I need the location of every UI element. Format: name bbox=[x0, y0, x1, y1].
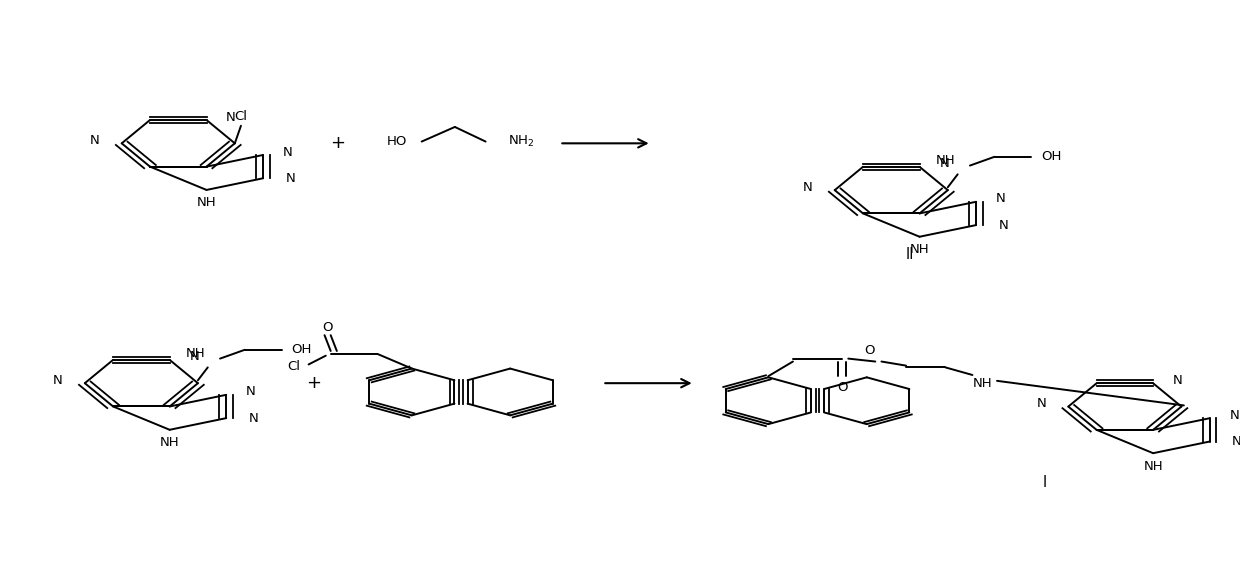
Text: N: N bbox=[285, 172, 295, 185]
Text: N: N bbox=[190, 350, 200, 363]
Text: I: I bbox=[1043, 475, 1047, 490]
Text: HO: HO bbox=[387, 135, 408, 148]
Text: OH: OH bbox=[291, 343, 311, 356]
Text: N: N bbox=[53, 374, 63, 387]
Text: II: II bbox=[905, 247, 914, 262]
Text: O: O bbox=[321, 321, 332, 333]
Text: N: N bbox=[246, 386, 255, 398]
Text: NH$_2$: NH$_2$ bbox=[507, 134, 534, 149]
Text: N: N bbox=[89, 134, 99, 147]
Text: NH: NH bbox=[935, 154, 955, 167]
Text: N: N bbox=[248, 412, 258, 425]
Text: NH: NH bbox=[972, 377, 992, 390]
Text: N: N bbox=[1231, 435, 1240, 448]
Text: +: + bbox=[331, 135, 346, 152]
Text: N: N bbox=[996, 192, 1006, 205]
Text: N: N bbox=[1037, 397, 1047, 410]
Text: NH: NH bbox=[910, 243, 929, 256]
Text: N: N bbox=[1229, 409, 1239, 422]
Text: N: N bbox=[998, 219, 1008, 232]
Text: Cl: Cl bbox=[234, 111, 248, 123]
Text: O: O bbox=[864, 345, 874, 357]
Text: NH: NH bbox=[197, 197, 216, 209]
Text: NH: NH bbox=[186, 347, 206, 360]
Text: +: + bbox=[306, 374, 321, 392]
Text: N: N bbox=[226, 111, 236, 123]
Text: OH: OH bbox=[1042, 150, 1061, 163]
Text: Cl: Cl bbox=[288, 360, 300, 373]
Text: O: O bbox=[837, 381, 847, 394]
Text: N: N bbox=[802, 181, 812, 194]
Text: NH: NH bbox=[1143, 460, 1163, 473]
Text: N: N bbox=[1173, 374, 1183, 387]
Text: N: N bbox=[283, 146, 293, 159]
Text: NH: NH bbox=[160, 436, 180, 449]
Text: N: N bbox=[939, 157, 949, 170]
